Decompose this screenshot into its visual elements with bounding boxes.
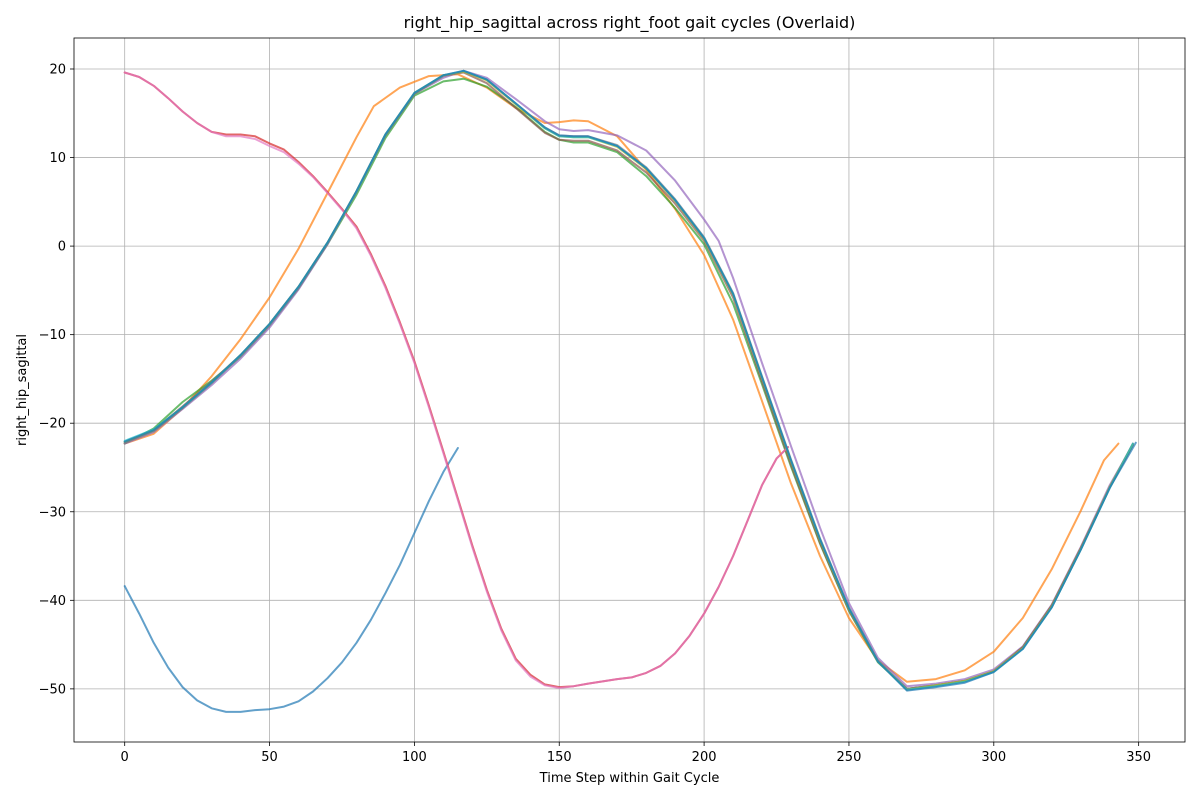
series-line-6 — [123, 71, 1134, 690]
series-line-5 — [123, 69, 1134, 688]
series-line-7 — [123, 71, 790, 689]
y-axis-label: right_hip_sagittal — [15, 334, 30, 446]
x-tick-label: 300 — [981, 750, 1006, 765]
series-line-3 — [123, 77, 1134, 690]
axis-ticks: 0 50 100 150 200 250 300 350 −50 −40 −30 −20 −10 0 10 2… — [39, 62, 1151, 765]
grid-lines — [74, 38, 1185, 742]
x-axis-label: Time Step within Gait Cycle — [539, 771, 720, 786]
series-line-9 — [123, 70, 1134, 691]
series-line-1 — [123, 447, 459, 713]
series-line-2 — [123, 73, 1120, 683]
chart-title: right_hip_sagittal across right_foot gai… — [404, 13, 856, 33]
series-lines — [123, 69, 1137, 713]
y-tick-label: −50 — [39, 682, 66, 697]
x-tick-label: 200 — [692, 750, 717, 765]
series-line-10 — [123, 69, 1134, 691]
y-tick-label: 0 — [58, 240, 66, 255]
y-tick-label: −20 — [39, 417, 66, 432]
x-tick-label: 350 — [1126, 750, 1151, 765]
y-tick-label: 10 — [49, 151, 66, 166]
x-tick-label: 50 — [261, 750, 278, 765]
x-tick-label: 0 — [121, 750, 129, 765]
x-tick-label: 250 — [837, 750, 862, 765]
y-tick-label: −10 — [39, 328, 66, 343]
x-tick-label: 150 — [547, 750, 572, 765]
series-line-4 — [123, 71, 790, 689]
x-tick-label: 100 — [402, 750, 427, 765]
y-tick-label: −40 — [39, 594, 66, 609]
y-tick-label: −30 — [39, 505, 66, 520]
plot-frame — [73, 37, 1186, 743]
series-line-11 — [123, 69, 1137, 692]
series-line-8 — [123, 70, 1134, 690]
y-tick-label: 20 — [49, 62, 66, 77]
